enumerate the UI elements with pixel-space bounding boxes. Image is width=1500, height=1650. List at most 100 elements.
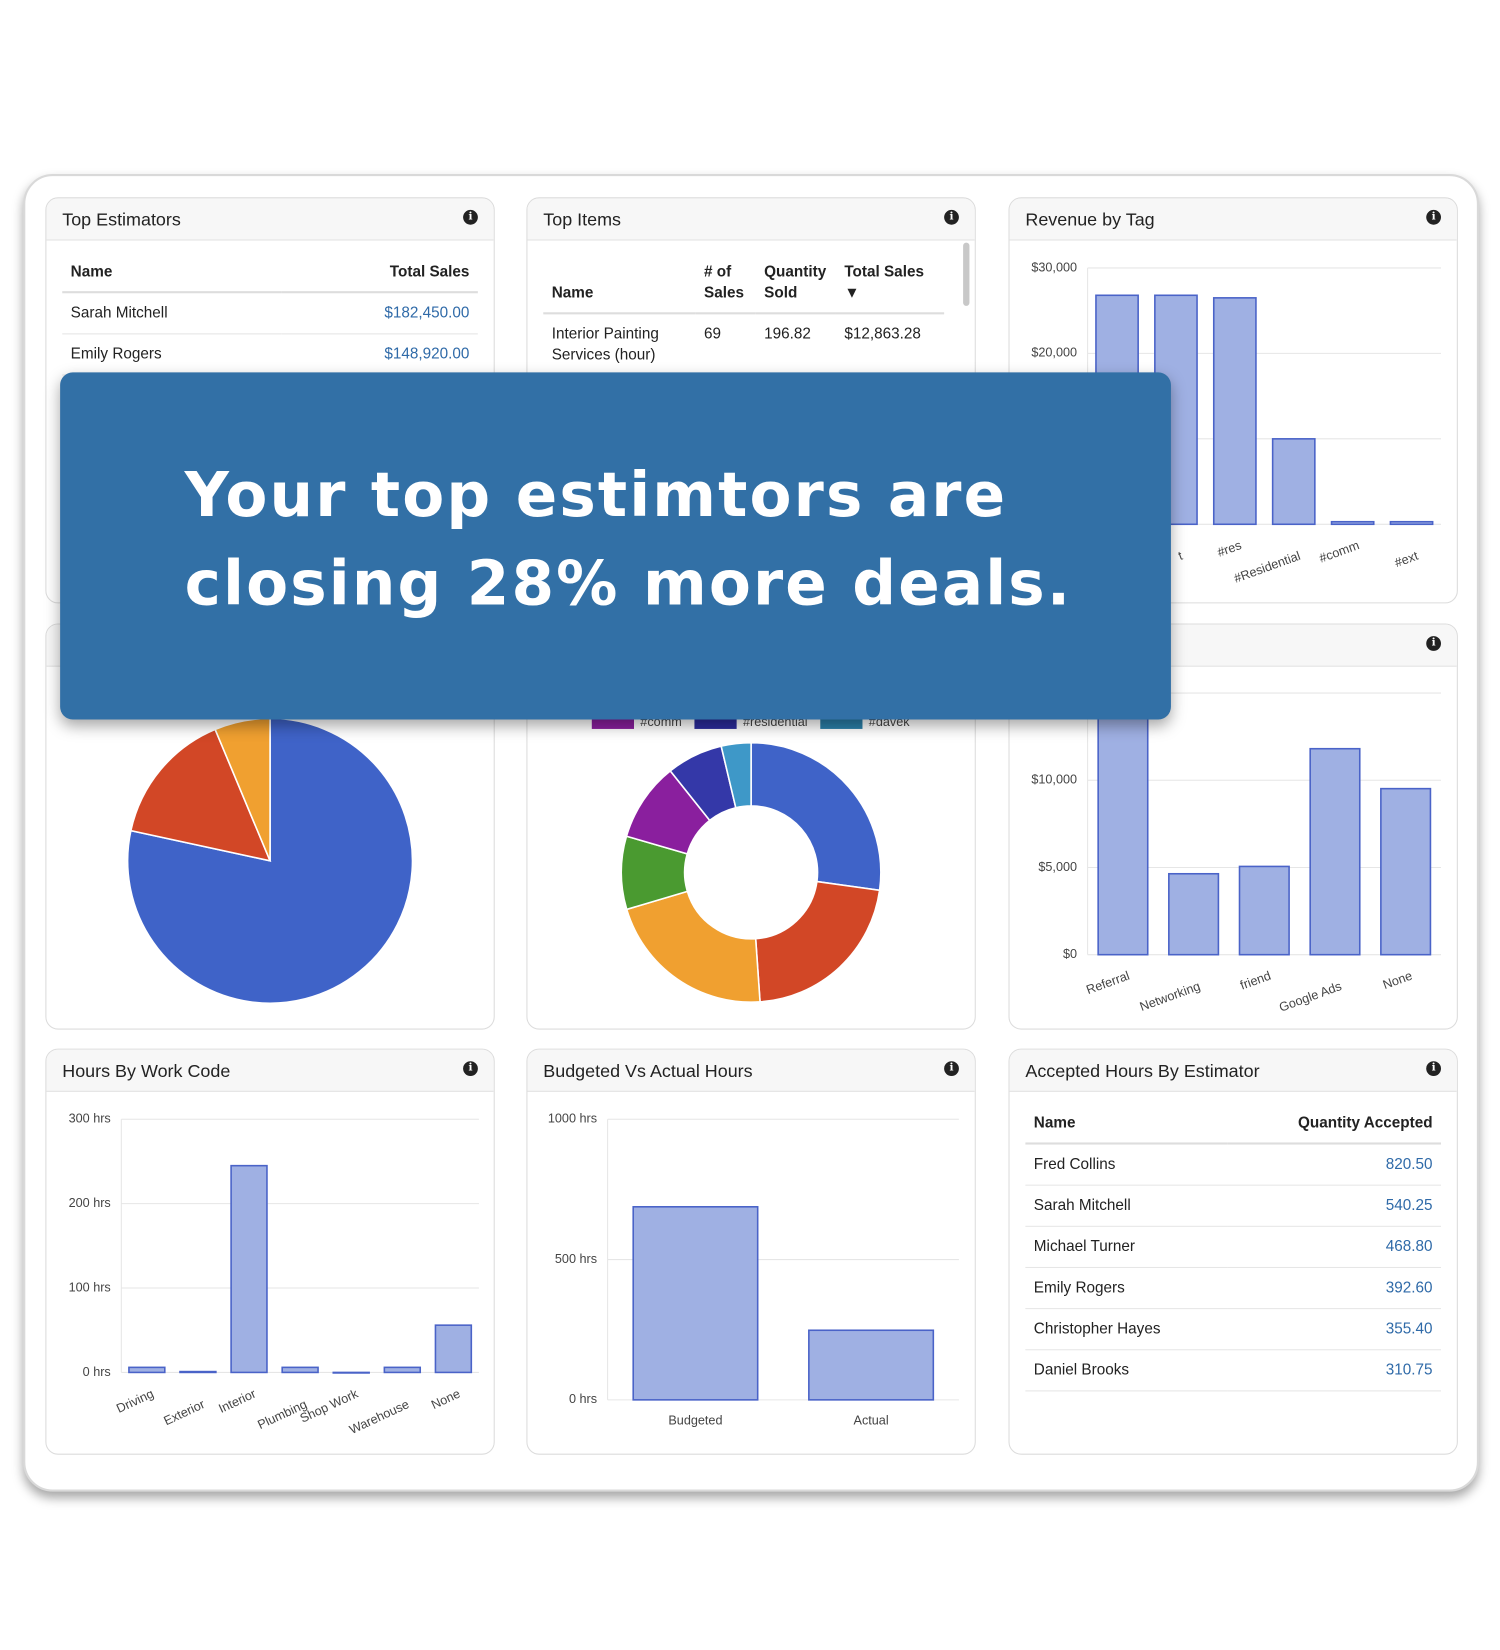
table: Name Total Sales Sarah Mitchell $182,450.00… <box>62 253 478 376</box>
table-row: Fred Collins 820.50 <box>1025 1143 1441 1186</box>
panel: 0 hrs 100 hrs 200 hrs 300 hrs Driving Exterio… <box>45 1048 495 1455</box>
scrollbar <box>963 242 970 306</box>
bar <box>1309 747 1361 956</box>
table-cell: $12,863.28 <box>835 313 945 377</box>
table-cell: 310.75 <box>1227 1349 1441 1392</box>
x-tick-label: friend <box>1238 969 1273 993</box>
x-tick-label: Warehouse <box>347 1397 411 1437</box>
y-tick-label: $5,000 <box>1038 860 1077 874</box>
header-row: Name Quantity Accepted <box>1025 1104 1441 1145</box>
bar <box>179 1370 217 1374</box>
table-cell: Emily Rogers <box>1025 1267 1228 1310</box>
x-tick-label: #comm <box>1317 538 1361 565</box>
x-tick-label: Google Ads <box>1277 979 1343 1015</box>
panel-header: Revenue by Tag i <box>1009 198 1457 241</box>
x-tick-label: None <box>429 1387 462 1412</box>
panel-header: Top Items i <box>527 198 975 241</box>
info-icon: i <box>1426 636 1441 651</box>
info-icon: i <box>944 1061 959 1076</box>
column-header: Total Sales ▼ <box>835 253 945 315</box>
x-tick-label: Exterior <box>162 1397 207 1428</box>
legend-swatch <box>820 716 863 729</box>
table-cell: Daniel Brooks <box>1025 1349 1228 1392</box>
bar <box>632 1206 759 1401</box>
y-tick-label: $30,000 <box>1031 260 1077 274</box>
table-cell: Emily Rogers <box>62 333 282 376</box>
panel-title: Top Estimators <box>62 209 181 230</box>
table-row: Christopher Hayes 355.40 <box>1025 1308 1441 1351</box>
panel: Accepted Hours By Estimator i Name Quantity… <box>1008 1048 1458 1455</box>
table-cell: 196.82 <box>755 313 836 377</box>
column-header: # of Sales <box>695 253 756 315</box>
x-tick-label: Interior <box>216 1387 258 1416</box>
bar <box>281 1366 319 1374</box>
column-header: Name <box>543 253 696 315</box>
panel-header: Top Estimators i <box>46 198 494 241</box>
bar <box>1380 787 1432 956</box>
bar <box>1238 865 1290 956</box>
table-cell: Sarah Mitchell <box>1025 1185 1228 1227</box>
bar <box>1212 297 1257 526</box>
x-tick-label: Networking <box>1138 979 1202 1014</box>
y-tick-label: 1000 hrs <box>548 1112 597 1126</box>
header-row: Name Total Sales <box>62 253 478 294</box>
bar <box>230 1164 268 1374</box>
bar <box>1168 872 1220 956</box>
info-icon: i <box>1426 209 1441 225</box>
donut-slice <box>750 741 882 892</box>
panel-title: Budgeted Vs Actual Hours <box>543 1061 753 1082</box>
table-cell: 355.40 <box>1227 1308 1441 1351</box>
donut-slice <box>720 741 752 809</box>
table-row: Daniel Brooks 310.75 <box>1025 1349 1441 1392</box>
column-header: Name <box>1025 1104 1228 1145</box>
info-icon: i <box>944 209 959 225</box>
panel-header: Accepted Hours By Estimator i <box>1009 1049 1457 1092</box>
chart: $0$5,000$10,000$15,000ReferralNetworking… <box>1031 685 1441 1015</box>
table-row: Interior Painting Services (hour) 69 196.8… <box>543 313 945 377</box>
table-row: Emily Rogers 392.60 <box>1025 1267 1441 1310</box>
panel: 0 hrs 500 hrs 1000 hrs Budgeted Actual Budget… <box>526 1048 976 1455</box>
table-row: Michael Turner 468.80 <box>1025 1226 1441 1268</box>
table-row: Emily Rogers $148,920.00 <box>62 333 478 376</box>
bar <box>1097 700 1149 956</box>
bar <box>383 1366 422 1374</box>
y-tick-label: 0 hrs <box>569 1392 597 1406</box>
chart <box>126 717 414 1004</box>
column-header: Quantity Sold <box>755 253 836 315</box>
table-cell: Christopher Hayes <box>1025 1308 1228 1351</box>
panel-title: Hours By Work Code <box>62 1061 231 1082</box>
pie-slice <box>129 728 272 862</box>
table-cell: 69 <box>695 313 756 377</box>
table-cell: 540.25 <box>1227 1185 1441 1227</box>
table: Name # of Sales Quantity Sold Total Sales ▼… <box>543 253 945 377</box>
donut-slice <box>754 880 881 1003</box>
x-tick-label: Actual <box>854 1413 889 1427</box>
y-tick-label: $10,000 <box>1031 773 1077 787</box>
table-cell: $182,450.00 <box>281 292 478 335</box>
table-cell: 820.50 <box>1227 1143 1441 1186</box>
info-icon: i <box>463 209 478 225</box>
table-row: Sarah Mitchell $182,450.00 <box>62 292 478 335</box>
panel-header: Hours By Work Code i <box>46 1049 494 1092</box>
table: Name Quantity Accepted Fred Collins 820.50 S… <box>1025 1104 1441 1392</box>
banner: Your top estimtors are closing 28% more … <box>60 372 1171 720</box>
bar <box>1330 520 1375 526</box>
x-tick-label: #res <box>1215 538 1243 560</box>
bar <box>332 1371 370 1374</box>
banner-text: Your top estimtors are closing 28% more … <box>184 458 1073 620</box>
y-tick-label: 200 hrs <box>69 1196 111 1210</box>
x-tick-label: None <box>1381 969 1414 992</box>
bar <box>128 1366 166 1374</box>
y-tick-label: 500 hrs <box>555 1252 597 1266</box>
table-cell: Interior Painting Services (hour) <box>543 313 696 377</box>
y-tick-label: 0 hrs <box>83 1365 111 1379</box>
chart: 0 hrs 500 hrs 1000 hrs Budgeted Actual <box>548 1112 959 1427</box>
x-tick-label: Driving <box>114 1387 156 1416</box>
column-header: Quantity Accepted <box>1227 1104 1441 1145</box>
info-icon: i <box>1426 1061 1441 1076</box>
donut-slice <box>625 890 761 1003</box>
table-cell: 468.80 <box>1227 1226 1441 1268</box>
table-cell: Fred Collins <box>1025 1143 1228 1186</box>
